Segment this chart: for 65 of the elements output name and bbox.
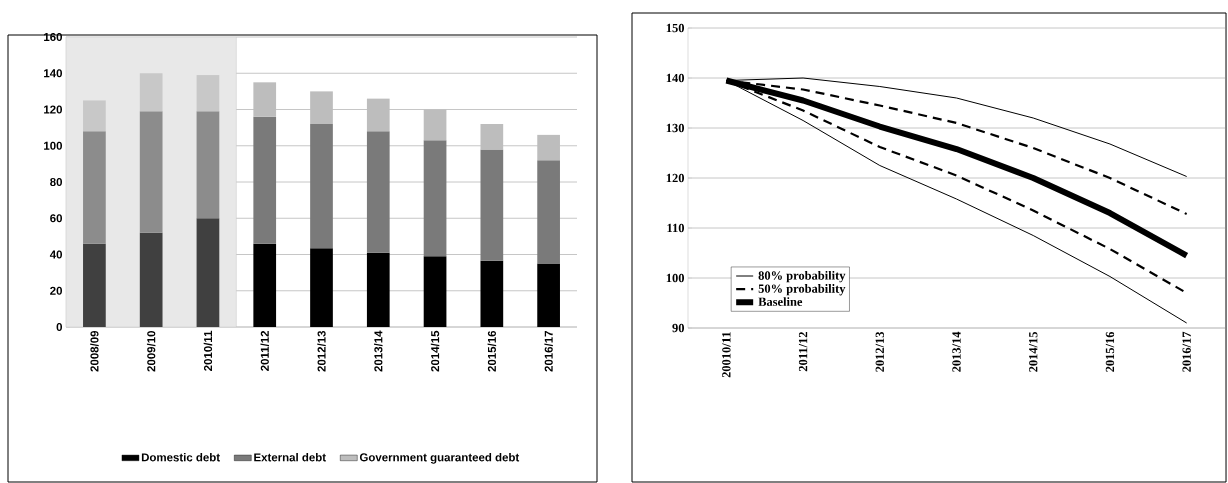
bar [423,256,447,328]
bar [537,160,560,264]
bar [480,260,504,328]
x-tick-label: 2014/15 [1029,331,1038,372]
bar [253,82,277,117]
bar [537,134,560,161]
bar [139,232,163,328]
bar [139,111,163,233]
x-tick-label: 2014/15 [430,330,440,372]
y-tick-label: 120 [666,173,685,183]
bar [366,131,390,253]
y-tick-label: 140 [666,73,685,83]
y-tick-label: 150 [666,23,685,33]
legend-label: 80% probability [758,270,846,283]
y-tick-label: 80 [50,177,63,187]
y-tick-label: 20 [50,286,63,295]
bar [366,252,390,328]
bar [196,75,220,112]
bar [83,243,106,328]
bar [253,116,277,244]
bar [253,243,277,328]
legend-label: 50% probability [758,284,846,296]
x-tick-label: 2011/12 [260,331,269,371]
x-tick-label: 20010/11 [722,332,731,378]
y-tick-label: 60 [50,214,63,223]
y-tick-label: 110 [667,223,685,233]
x-tick-label: 2010/11 [203,330,213,371]
x-tick-label: 2013/14 [374,330,383,372]
x-tick-label: 2012/13 [317,330,326,372]
x-tick-label: 2011/12 [798,332,808,372]
bar [310,248,333,328]
y-tick-label: 160 [44,32,63,42]
y-tick-label: 0 [56,322,63,332]
bar [423,109,447,141]
bar [480,149,504,261]
x-tick-label: 2016/17 [544,331,553,372]
x-tick-label: 2013/14 [952,331,961,372]
bar [196,111,220,219]
x-tick-label: 2016/17 [1182,331,1191,372]
bar [537,263,560,328]
y-tick-label: 140 [44,69,63,78]
bar [83,131,106,244]
y-tick-label: 100 [44,141,63,150]
bar [480,124,504,150]
legend-label: Baseline [758,297,803,306]
bar [366,98,390,132]
bar [83,100,106,132]
bar [423,140,447,257]
legend-label: External debt [254,453,326,462]
legend-label: Government guaranteed debt [359,453,520,464]
legend-label: Domestic debt [141,453,220,462]
y-tick-label: 120 [44,105,63,114]
x-tick-label: 2012/13 [875,331,884,372]
x-tick-label: 2009/10 [146,331,156,372]
bar [310,124,333,249]
y-tick-label: 130 [666,123,685,133]
x-tick-label: 2015/16 [487,330,497,372]
x-tick-label: 2015/16 [1105,331,1115,372]
y-tick-label: 90 [672,323,685,333]
bar [196,218,220,328]
y-tick-label: 40 [49,250,63,259]
bar [139,73,163,112]
bar [310,91,333,124]
x-tick-label: 2008/09 [90,330,99,372]
y-tick-label: 100 [666,273,685,283]
